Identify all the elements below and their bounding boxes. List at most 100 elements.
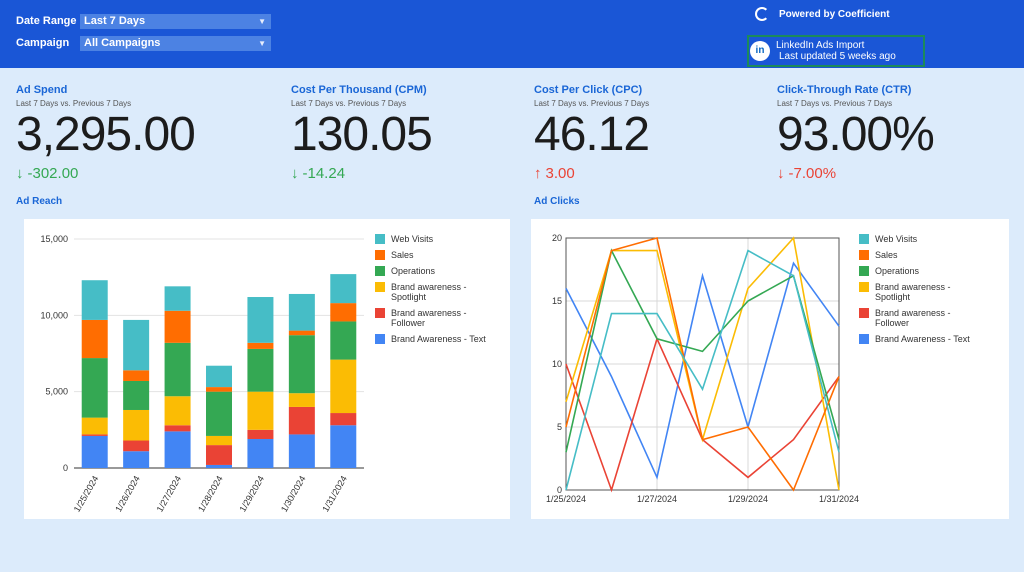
legend-label: Sales [875,250,898,260]
bar-segment [81,358,108,418]
campaign-select[interactable]: All Campaigns ▼ [80,36,271,51]
x-tick-label: 1/27/2024 [155,474,184,514]
legend-label: Brand awareness - [391,308,467,318]
bar-segment [123,440,150,452]
series-line [565,336,840,493]
x-tick-label: 1/29/2024 [237,474,266,514]
legend-label: Brand Awareness - Text [875,334,970,344]
filter-bar [0,0,1024,68]
ad-clicks-title: Ad Clicks [534,196,580,207]
bar-segment [123,319,150,371]
ad-clicks-chart: 0 5 10 15 20 1/25/2024 1/27/2024 1/29/2024 1/31/… [546,233,970,504]
bar-segment [288,330,315,336]
legend-swatch [859,250,869,260]
legend-swatch [375,250,385,260]
kpi-subtitle: Last 7 Days vs. Previous 7 Days [291,99,407,108]
bar-segment [164,425,191,432]
bar-segment [164,431,191,468]
import-title: LinkedIn Ads Import [776,40,865,51]
kpi-subtitle: Last 7 Days vs. Previous 7 Days [16,99,132,108]
kpi-title: Cost Per Thousand (CPM) [291,84,427,96]
campaign-label: Campaign [16,37,70,49]
kpi-value: 130.05 [291,108,433,161]
bar-segment [206,464,232,468]
legend-swatch [375,234,385,244]
chevron-down-icon: ▼ [258,17,266,26]
bar-segment [330,321,357,360]
arrow-down-icon: ↓ [16,165,24,182]
legend-swatch [859,234,869,244]
legend-swatch [859,266,869,276]
bar-segment [247,391,274,430]
legend-label: Follower [875,318,909,328]
kpi-title: Cost Per Click (CPC) [534,84,643,96]
legend-label: Sales [391,250,414,260]
bar-segment [206,387,232,392]
series-line [565,248,840,453]
bar-segment [81,319,108,359]
bar-segment [330,303,357,322]
bar-segment [247,297,274,343]
bar-segment [206,445,232,465]
series-line [565,261,840,480]
chevron-down-icon: ▼ [258,39,266,48]
kpi-title: Click-Through Rate (CTR) [777,84,912,96]
kpi-ctr: Click-Through Rate (CTR) Last 7 Days vs.… [777,84,935,182]
bar-segment [206,391,232,436]
arrow-up-icon: ↑ [534,165,542,182]
kpi-cpc: Cost Per Click (CPC) Last 7 Days vs. Pre… [534,84,650,182]
bar-segment [164,342,191,397]
ad-reach-chart: 0 5,000 10,000 15,000 1/25/2024 1/26/2024 1/27… [40,234,486,514]
bar-segment [164,396,191,426]
bar-segment [288,434,315,468]
y-tick-label: 0 [63,463,68,473]
coefficient-logo-icon [755,7,769,21]
kpi-delta: ↓ -302.00 [16,165,195,182]
bar-segment [123,451,150,468]
legend-label: Brand awareness - [875,282,951,292]
kpi-delta-value: 3.00 [545,165,575,182]
legend-label: Operations [875,266,920,276]
linkedin-import-badge[interactable] [747,35,925,67]
x-tick-label: 1/31/2024 [320,474,349,514]
y-tick-label: 10,000 [40,310,68,320]
bar-segment [81,435,108,468]
bar-segment [247,348,274,392]
bar-segment [206,365,232,388]
kpi-value: 3,295.00 [16,108,196,161]
x-tick-label: 1/25/2024 [72,474,101,514]
bar-segment [330,359,357,414]
arrow-down-icon: ↓ [291,165,299,182]
kpi-delta: ↓ -14.24 [291,165,432,182]
arrow-down-icon: ↓ [777,165,785,182]
legend-label: Web Visits [391,234,434,244]
bar-segment [81,417,108,435]
powered-by-text: Powered by Coefficient [779,8,890,20]
x-tick-label: 1/31/2024 [819,494,859,504]
bar-segment [123,370,150,381]
ad-clicks-chart-card: 0 5 10 15 20 1/25/2024 1/27/2024 1/29/2024 1/31/… [531,219,1009,519]
y-tick-label: 10 [552,359,562,369]
date-range-label: Date Range [16,15,77,27]
date-range-select[interactable]: Last 7 Days ▼ [80,14,271,29]
bar-segment [123,409,150,441]
bar-segment [330,425,357,468]
bar-segment [288,293,315,331]
bar-segment [247,429,274,439]
bar-segment [288,393,315,407]
y-tick-label: 0 [557,485,562,495]
bar-segment [247,438,274,468]
x-tick-label: 1/25/2024 [546,494,586,504]
bar-segment [164,286,191,311]
x-tick-label: 1/26/2024 [113,474,142,514]
powered-by[interactable]: Powered by Coefficient [755,7,890,21]
bar-segment [81,434,108,436]
legend-label: Spotlight [391,292,427,302]
kpi-value: 46.12 [534,108,650,161]
bar-segment [330,413,357,426]
campaign-value: All Campaigns [84,37,161,49]
kpi-value: 93.00% [777,108,935,161]
legend-swatch [859,334,869,344]
ad-reach-title: Ad Reach [16,196,63,207]
legend-swatch [375,334,385,344]
